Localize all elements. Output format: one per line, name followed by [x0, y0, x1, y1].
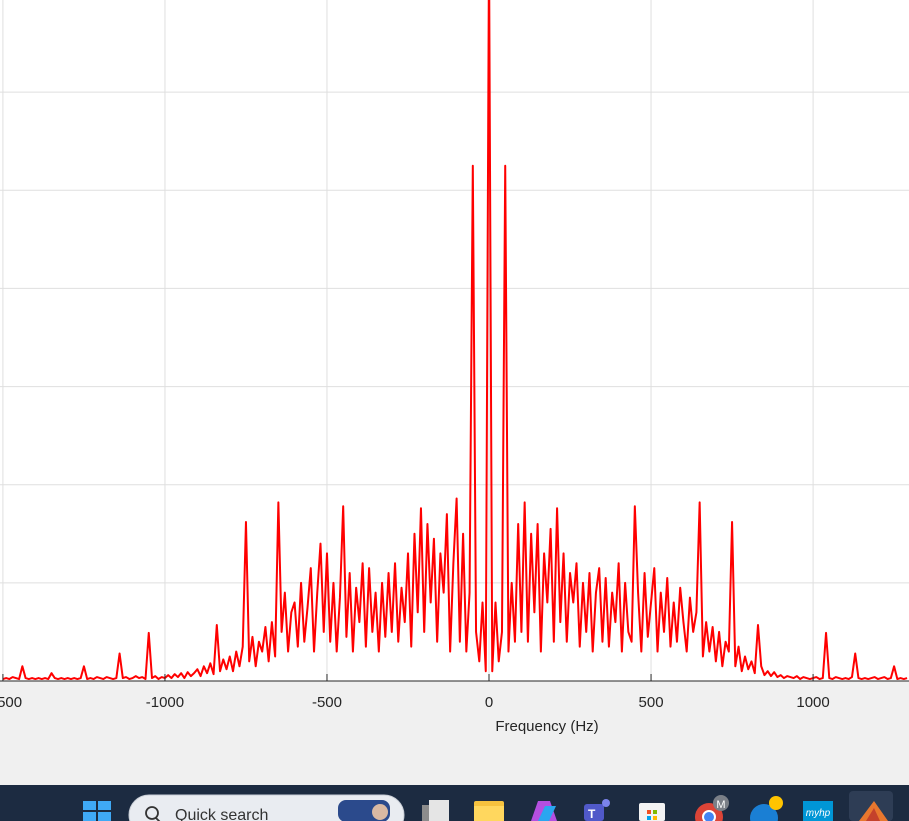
copilot[interactable]: [531, 801, 557, 821]
profile-badge: M: [716, 799, 725, 811]
spectrum-line: [2, 0, 908, 681]
task-view[interactable]: [422, 800, 449, 821]
myhp[interactable]: myhp: [803, 801, 833, 821]
matlab[interactable]: [849, 791, 893, 821]
help[interactable]: [750, 796, 783, 821]
search-text: Quick search: [175, 807, 268, 821]
x-tick-label: -1500: [0, 694, 22, 711]
myhp-label: myhp: [806, 808, 831, 819]
plot-area: [2, 0, 908, 681]
taskbar: Quick search T M myhp: [0, 785, 909, 821]
x-axis-label: Frequency (Hz): [495, 718, 598, 735]
axes-background: [0, 0, 909, 681]
x-tick-label: 1000: [796, 694, 829, 711]
teams[interactable]: T: [584, 799, 610, 821]
x-tick-label: -1000: [146, 694, 184, 711]
file-explorer[interactable]: [474, 801, 504, 821]
x-tick-label: 500: [639, 694, 664, 711]
x-tick-label: 0: [485, 694, 493, 711]
start-button[interactable]: [83, 801, 111, 821]
chrome[interactable]: M: [695, 795, 729, 821]
search-box[interactable]: Quick search: [128, 794, 405, 821]
x-axis: -1500 -1000 -500 0 500 1000: [0, 674, 909, 711]
svg-text:T: T: [588, 807, 596, 821]
x-tick-label: -500: [312, 694, 342, 711]
store[interactable]: [639, 803, 665, 821]
